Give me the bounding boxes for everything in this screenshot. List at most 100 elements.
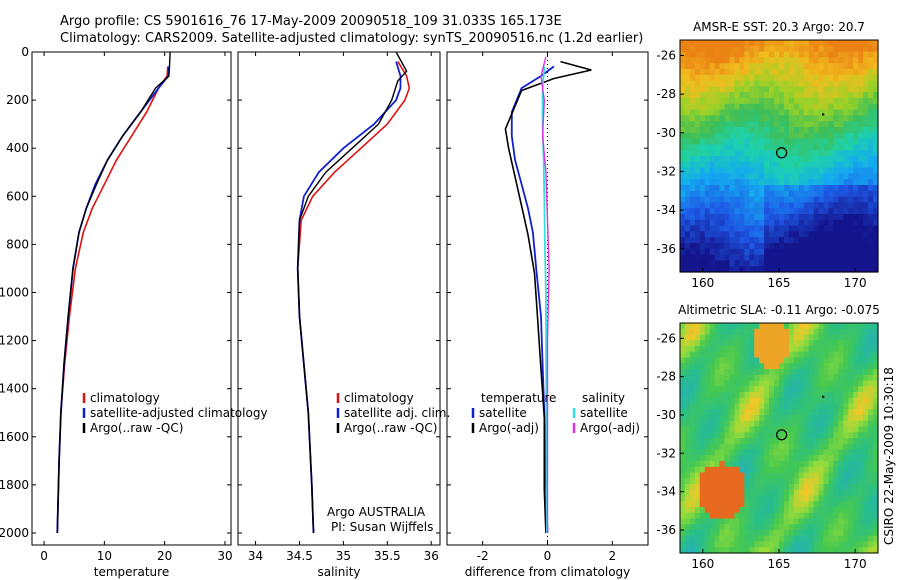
map-cell — [764, 466, 770, 474]
map-cell — [808, 478, 815, 485]
map-cell — [704, 397, 711, 405]
map-cell — [779, 219, 785, 227]
map-cell — [823, 409, 830, 416]
map-cell — [689, 202, 696, 209]
map-cell — [813, 179, 820, 186]
map-cell — [744, 323, 750, 330]
map-cell — [709, 340, 716, 347]
map-cell — [699, 260, 706, 267]
map-cell — [689, 156, 696, 163]
map-cell — [754, 415, 760, 422]
map-cell — [823, 80, 830, 87]
map-cell — [709, 512, 716, 520]
map-cell — [853, 231, 859, 238]
map-cell — [833, 161, 839, 169]
map-cell — [838, 57, 844, 64]
map-cell — [739, 127, 745, 134]
map-cell — [689, 374, 696, 382]
map-cell — [868, 127, 874, 134]
map-cell — [684, 449, 691, 456]
map-cell — [714, 328, 721, 336]
map-cell — [818, 138, 825, 145]
map-cell — [719, 208, 726, 215]
map-cell — [724, 432, 731, 439]
map-cell — [680, 420, 686, 428]
map-cell — [739, 369, 745, 376]
map-cell — [694, 63, 701, 70]
map-cell — [764, 535, 770, 543]
map-cell — [759, 80, 765, 87]
map-cell — [823, 86, 830, 93]
map-cell — [788, 403, 795, 410]
map-cell — [853, 80, 859, 87]
map-cell — [739, 138, 745, 145]
map-cell — [813, 323, 820, 330]
map-cell — [793, 369, 800, 376]
map-cell — [873, 98, 879, 105]
map-cell — [769, 254, 775, 261]
map-cell — [828, 426, 835, 433]
map-cell — [709, 484, 716, 491]
map-cell — [798, 386, 805, 393]
map-cell — [764, 478, 770, 485]
map-cell — [704, 524, 711, 531]
map-cell — [813, 225, 820, 232]
map-cell — [803, 495, 810, 502]
map-cell — [843, 127, 849, 134]
map-cell — [868, 518, 874, 525]
x-tick-label: 20 — [157, 549, 172, 563]
map-cell — [749, 208, 755, 215]
map-cell — [813, 472, 820, 479]
map-cell — [818, 115, 825, 122]
map-cell — [694, 190, 701, 198]
map-cell — [680, 438, 686, 445]
map-cell — [843, 173, 849, 180]
y-tick-label: 800 — [6, 237, 29, 251]
map-cell — [734, 219, 740, 227]
map-cell — [684, 214, 691, 221]
map-cell — [729, 40, 736, 47]
map-cell — [868, 254, 874, 261]
map-cell — [868, 74, 874, 82]
map-cell — [764, 167, 770, 174]
map-cell — [739, 190, 745, 198]
map-cell — [729, 69, 736, 76]
map-cell — [689, 334, 696, 341]
map-cell — [739, 323, 745, 330]
map-cell — [759, 63, 765, 70]
map-cell — [783, 138, 790, 145]
map-cell — [858, 541, 864, 548]
map-cell — [744, 190, 750, 198]
map-cell — [769, 231, 775, 238]
map-cell — [680, 357, 686, 364]
map-cell — [689, 472, 696, 479]
map-cell — [858, 161, 864, 169]
map-cell — [828, 518, 835, 525]
map-cell — [848, 260, 854, 267]
map-cell — [808, 374, 815, 382]
map-cell — [848, 455, 854, 462]
map-cell — [808, 266, 815, 273]
map-cell — [769, 266, 775, 273]
map-cell — [680, 214, 686, 221]
map-cell — [704, 535, 711, 543]
map-cell — [774, 57, 780, 64]
map-cell — [823, 138, 830, 145]
map-cell — [680, 196, 686, 203]
map-cell — [823, 167, 830, 174]
map-cell — [873, 109, 879, 116]
map-cell — [823, 150, 830, 157]
map-cell — [769, 541, 775, 548]
map-cell — [749, 547, 755, 554]
map-cell — [793, 225, 800, 232]
map-cell — [843, 115, 849, 122]
map-cell — [729, 144, 736, 151]
map-cell — [858, 547, 864, 554]
map-cell — [684, 420, 691, 428]
map-cell — [769, 57, 775, 64]
map-cell — [734, 214, 740, 221]
map-cell — [744, 115, 750, 122]
map-cell — [848, 340, 854, 347]
map-cell — [813, 98, 820, 105]
map-cell — [744, 80, 750, 87]
